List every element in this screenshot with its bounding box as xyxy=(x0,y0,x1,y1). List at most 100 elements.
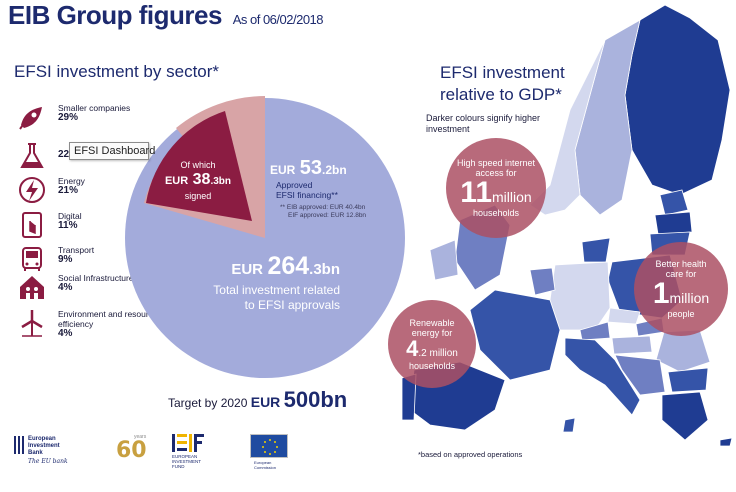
sector-pct: 4% xyxy=(58,282,73,293)
sector-item-transport: Transport 9% xyxy=(18,245,168,277)
approved-line1: Approved xyxy=(276,180,313,190)
approved-decimal: .2bn xyxy=(322,163,347,177)
italy xyxy=(564,337,641,416)
windmill-icon xyxy=(21,310,43,337)
eu-stars-icon xyxy=(262,439,278,455)
eib-line2: Investment xyxy=(28,443,60,449)
eib-tagline: The EU bank xyxy=(28,458,68,465)
touch-screen-icon xyxy=(22,212,42,238)
greece xyxy=(661,391,709,441)
internet-bottom: households xyxy=(472,208,520,218)
sector-pct: 4% xyxy=(58,328,73,339)
signed-word: signed xyxy=(184,191,212,201)
ec-line2: Commission xyxy=(254,465,277,470)
internet-big: 11 xyxy=(460,176,493,209)
sector-pct: 22% xyxy=(58,149,79,160)
health-bubble: Better health care for 1million people xyxy=(634,242,728,336)
energy-top: Renewable energy for xyxy=(409,317,455,338)
sector-item-smaller-companies: Smaller companies 29% xyxy=(18,103,168,135)
anniversary-logo: 60 years xyxy=(116,434,156,466)
sardinia xyxy=(562,417,576,433)
energy-bubble: Renewable energy for 4.2 million househo… xyxy=(388,300,476,388)
total-number: 264 xyxy=(267,252,310,280)
sector-item-social-infrastructure: Social Infrastructure 4% xyxy=(18,273,168,305)
hungary xyxy=(611,335,653,355)
sector-pct: 11% xyxy=(58,220,78,231)
target-currency: EUR xyxy=(250,394,281,410)
internet-top: High speed internet access for xyxy=(456,158,536,178)
sector-name: Environment and resource efficiency xyxy=(58,309,158,329)
eif-logo-bar xyxy=(194,434,204,437)
eif-logo-bar xyxy=(177,448,187,451)
total-line2: to EFSI approvals xyxy=(244,298,340,312)
european-commission-logo: European Commission xyxy=(250,434,290,470)
eif-logo: EUROPEAN INVESTMENT FUND xyxy=(172,434,234,469)
balkans xyxy=(614,354,666,396)
energy-suffix: .2 million xyxy=(418,347,458,359)
approved-line2: EFSI financing** xyxy=(276,190,338,200)
eib-line1: European xyxy=(28,436,56,442)
signed-decimal: .3bn xyxy=(210,176,232,187)
ireland xyxy=(429,239,459,281)
eif-approved: EIF approved: EUR 12.8bn xyxy=(288,212,367,219)
ec-flag xyxy=(250,434,288,458)
total-decimal: .3bn xyxy=(309,261,340,278)
approved-number: 53 xyxy=(299,157,323,179)
approved-currency: EUR xyxy=(270,163,296,177)
estonia xyxy=(659,189,689,216)
latvia xyxy=(654,211,693,235)
sector-item-environment: Environment and resource efficiency 4% xyxy=(18,309,168,341)
health-bottom: people xyxy=(667,309,695,319)
anniv-years: years xyxy=(134,434,147,440)
eif-logo-bar xyxy=(177,441,187,444)
sector-name: Digital xyxy=(58,211,82,221)
gdp-heading-line2: relative to GDP* xyxy=(440,85,562,104)
sector-item-digital: Digital 11% xyxy=(18,211,168,243)
signed-wedge xyxy=(146,111,252,221)
bus-icon xyxy=(22,247,42,271)
eib-line3: Bank xyxy=(28,450,43,456)
denmark xyxy=(581,237,611,263)
internet-bubble: High speed internet access for 11million… xyxy=(446,138,546,238)
signed-label: Of which EUR 38.3bn signed xyxy=(162,160,234,202)
sector-pct: 29% xyxy=(58,112,79,123)
sector-heading: EFSI investment by sector* xyxy=(14,62,220,81)
sector-name: Social Infrastructure xyxy=(58,273,134,283)
gdp-note: Darker colours signify higher investment xyxy=(426,113,541,134)
lightning-icon xyxy=(19,177,45,203)
romania xyxy=(655,329,711,373)
signed-prefix: Of which xyxy=(180,160,216,170)
as-of-date: As of 06/02/2018 xyxy=(232,12,324,27)
sector-name: Smaller companies xyxy=(58,103,131,113)
total-currency: EUR xyxy=(231,261,263,278)
target-value: 500bn xyxy=(283,387,348,412)
eif-logo-bar xyxy=(189,434,192,452)
sector-pct: 9% xyxy=(58,254,73,265)
energy-bottom: households xyxy=(408,360,456,371)
netherlands-belgium xyxy=(529,267,556,296)
anniv-number: 60 xyxy=(116,438,147,463)
health-suffix: million xyxy=(669,290,710,306)
eif-logo-bar xyxy=(177,434,187,437)
sector-name: Energy xyxy=(58,176,85,186)
energy-big: 4 xyxy=(406,335,419,361)
target-label: Target by 2020 xyxy=(168,396,248,410)
gdp-heading: EFSI investment relative to GDP* xyxy=(440,62,565,106)
eif-line1: EUROPEAN xyxy=(172,454,198,459)
austria xyxy=(579,321,611,341)
eif-line3: FUND xyxy=(172,464,185,469)
sector-item-energy: Energy 21% xyxy=(18,176,168,208)
cyprus xyxy=(719,437,733,447)
health-top: Better health care for xyxy=(655,259,707,279)
sector-pct: 21% xyxy=(58,185,79,196)
gdp-heading-line1: EFSI investment xyxy=(440,63,565,82)
eib-logo-bar xyxy=(18,436,20,454)
sector-name: Transport xyxy=(58,245,95,255)
rocket-icon xyxy=(19,107,42,130)
signed-number: 38 xyxy=(192,171,211,188)
eib-approved: ** EIB approved: EUR 40.4bn xyxy=(280,204,366,211)
internet-suffix: million xyxy=(492,189,532,205)
title-text: EIB Group figures xyxy=(8,0,222,30)
eif-logo-bar xyxy=(194,434,197,452)
